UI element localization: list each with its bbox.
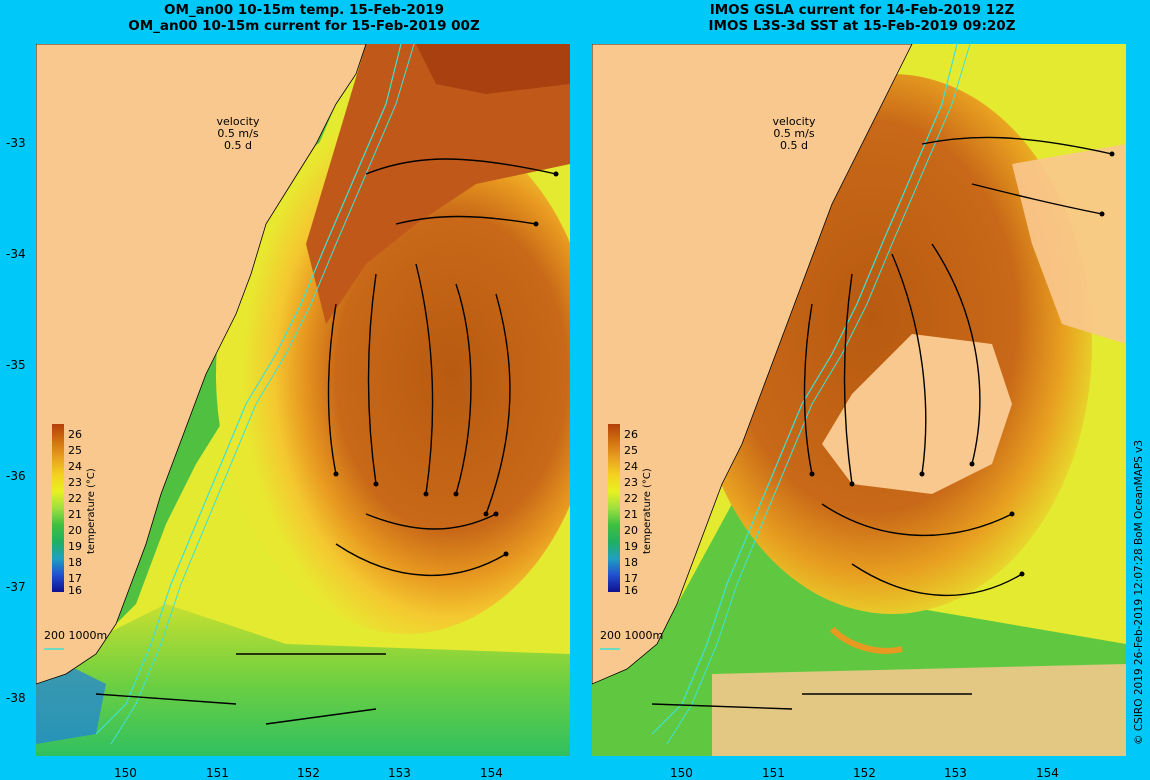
colorbar-label: 25	[624, 444, 638, 457]
velocity-speed: 0.5 m/s	[773, 127, 815, 140]
velocity-label: velocity	[772, 115, 816, 128]
x-tick-label: 151	[762, 766, 785, 780]
x-tick-label: 150	[670, 766, 693, 780]
colorbar-title: temperature (°C)	[642, 468, 653, 554]
velocity-legend: velocity 0.5 m/s 0.5 d	[208, 116, 268, 152]
x-tick-label: 154	[1036, 766, 1059, 780]
left-map-svg	[36, 44, 570, 756]
credit-text: © CSIRO 2019 26-Feb-2019 12:07:28 BoM Oc…	[1133, 439, 1145, 745]
colorbar	[52, 424, 64, 592]
left-title: OM_an00 10-15m temp. 15-Feb-2019 OM_an00…	[104, 2, 504, 34]
colorbar	[608, 424, 620, 592]
y-tick-label: -33	[6, 136, 26, 150]
right-title-line2: IMOS L3S-3d SST at 15-Feb-2019 09:20Z	[708, 18, 1016, 34]
x-tick-label: 154	[480, 766, 503, 780]
left-title-line2: OM_an00 10-15m current for 15-Feb-2019 0…	[128, 18, 480, 34]
colorbar-label: 21	[624, 508, 638, 521]
colorbar-label: 23	[68, 476, 82, 489]
y-tick-label: -38	[6, 691, 26, 705]
velocity-legend: velocity 0.5 m/s 0.5 d	[764, 116, 824, 152]
right-title: IMOS GSLA current for 14-Feb-2019 12Z IM…	[662, 2, 1062, 34]
colorbar-label: 23	[624, 476, 638, 489]
left-title-line1: OM_an00 10-15m temp. 15-Feb-2019	[163, 2, 445, 18]
colorbar-title: temperature (°C)	[86, 468, 97, 554]
current-vectors	[95, 158, 557, 725]
colorbar-label: 20	[624, 524, 638, 537]
colorbar-label: 18	[624, 556, 638, 569]
colorbar-label: 26	[624, 428, 638, 441]
right-map-svg	[592, 44, 1126, 756]
colorbar-label: 24	[68, 460, 82, 473]
isobath-label: 200 1000m	[44, 629, 108, 642]
colorbar-label: 22	[68, 492, 82, 505]
colorbar-label: 24	[624, 460, 638, 473]
right-title-line1: IMOS GSLA current for 14-Feb-2019 12Z	[709, 2, 1015, 18]
colorbar-label: 16	[624, 584, 638, 597]
x-tick-label: 152	[853, 766, 876, 780]
y-tick-label: -37	[6, 580, 26, 594]
right-map-panel: velocity 0.5 m/s 0.5 d 200 1000m 26 25 2…	[592, 44, 1126, 756]
velocity-speed: 0.5 m/s	[217, 127, 259, 140]
colorbar-label: 20	[68, 524, 82, 537]
y-tick-label: -36	[6, 469, 26, 483]
colorbar-label: 22	[624, 492, 638, 505]
isobath-label: 200 1000m	[600, 629, 664, 642]
velocity-time: 0.5 d	[224, 139, 252, 152]
y-tick-label: -34	[6, 247, 26, 261]
colorbar-label: 21	[68, 508, 82, 521]
x-tick-label: 150	[114, 766, 137, 780]
colorbar-label: 16	[68, 584, 82, 597]
velocity-label: velocity	[216, 115, 260, 128]
left-map-panel: velocity 0.5 m/s 0.5 d 200 1000m 26 25 2…	[36, 44, 570, 756]
x-tick-label: 153	[388, 766, 411, 780]
colorbar-label: 17	[624, 572, 638, 585]
colorbar-label: 18	[68, 556, 82, 569]
colorbar-label: 19	[624, 540, 638, 553]
velocity-time: 0.5 d	[780, 139, 808, 152]
x-tick-label: 152	[297, 766, 320, 780]
x-tick-label: 153	[944, 766, 967, 780]
colorbar-label: 25	[68, 444, 82, 457]
current-vectors	[651, 136, 1113, 710]
colorbar-label: 26	[68, 428, 82, 441]
x-tick-label: 151	[206, 766, 229, 780]
y-tick-label: -35	[6, 358, 26, 372]
colorbar-label: 17	[68, 572, 82, 585]
colorbar-label: 19	[68, 540, 82, 553]
